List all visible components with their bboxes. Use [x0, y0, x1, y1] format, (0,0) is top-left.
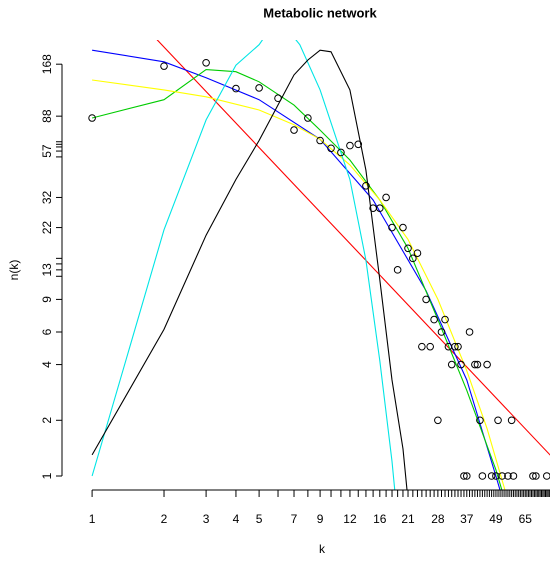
x-axis-label: k	[319, 542, 326, 556]
data-point	[509, 472, 518, 480]
data-point	[465, 328, 474, 336]
data-point	[88, 114, 96, 122]
data-point	[476, 416, 484, 425]
data-point	[543, 472, 550, 480]
data-point	[346, 141, 354, 150]
y-axis-label: n(k)	[7, 260, 21, 281]
data-point	[304, 114, 312, 122]
chart-title: Metabolic network	[263, 5, 377, 20]
x-tick-label: 37	[460, 512, 474, 526]
y-tick-label: 168	[40, 54, 54, 74]
y-tick-label: 57	[40, 144, 54, 158]
data-point	[388, 223, 396, 232]
fit-curve	[156, 40, 550, 456]
data-point	[404, 244, 412, 253]
data-point	[447, 360, 456, 369]
x-tick-label: 2	[161, 512, 168, 526]
data-point	[202, 58, 210, 67]
fit-curve	[91, 40, 396, 490]
fit-curve	[92, 79, 506, 490]
fit-curve	[91, 49, 408, 490]
data-point	[498, 472, 506, 480]
x-tick-label: 3	[203, 512, 210, 526]
data-point	[362, 181, 370, 190]
fit-curve	[92, 49, 501, 490]
data-point	[399, 223, 407, 232]
x-tick-label: 49	[489, 512, 503, 526]
data-point	[413, 249, 422, 257]
y-tick-label: 6	[40, 328, 54, 335]
data-point	[507, 416, 516, 425]
data-point	[418, 342, 426, 351]
x-tick-label: 4	[233, 512, 240, 526]
data-point	[382, 193, 390, 202]
data-point	[532, 472, 540, 480]
points	[88, 58, 550, 480]
data-point	[337, 148, 345, 157]
data-point	[471, 360, 479, 369]
data-point	[504, 472, 512, 480]
data-point	[327, 144, 335, 153]
y-tick-label: 9	[40, 296, 54, 303]
x-tick-label: 28	[431, 512, 445, 526]
fit-curve	[91, 69, 503, 490]
y-tick-label: 1	[40, 472, 54, 479]
data-point	[160, 62, 168, 70]
data-point	[460, 472, 468, 480]
x-tick-label: 5	[256, 512, 263, 526]
data-point	[454, 342, 462, 351]
data-point	[494, 416, 502, 425]
data-point	[529, 472, 537, 480]
data-point	[478, 472, 487, 480]
data-point	[375, 204, 384, 212]
data-point	[232, 84, 240, 93]
x-tick-label: 1	[89, 512, 96, 526]
data-point	[426, 342, 434, 351]
y-tick-label: 22	[40, 221, 54, 235]
data-point	[437, 328, 446, 336]
y-tick-label: 4	[40, 361, 54, 368]
data-point	[487, 472, 496, 480]
data-point	[354, 140, 363, 149]
x-tick-label: 12	[343, 512, 357, 526]
data-point	[457, 360, 465, 369]
data-point	[430, 315, 438, 324]
data-point	[451, 342, 459, 351]
data-point	[393, 266, 402, 274]
data-point	[274, 94, 282, 103]
x-tick-label: 7	[291, 512, 298, 526]
x-tick-label: 9	[317, 512, 324, 526]
data-point	[409, 254, 417, 263]
x-tick-label: 16	[373, 512, 387, 526]
data-point	[422, 295, 430, 304]
data-point	[441, 315, 449, 324]
data-point	[434, 416, 442, 425]
data-point	[290, 126, 298, 134]
y-tick-label: 13	[40, 263, 54, 277]
data-point	[316, 136, 324, 145]
data-point	[255, 84, 263, 92]
y-tick-label: 2	[40, 417, 54, 424]
y-tick-label: 32	[40, 190, 54, 204]
y-tick-label: 88	[40, 109, 54, 123]
data-point	[483, 360, 491, 369]
curves	[91, 40, 550, 490]
data-point	[462, 472, 471, 480]
x-tick-label: 65	[519, 512, 533, 526]
data-point	[473, 360, 482, 369]
x-tick-label: 21	[401, 512, 415, 526]
